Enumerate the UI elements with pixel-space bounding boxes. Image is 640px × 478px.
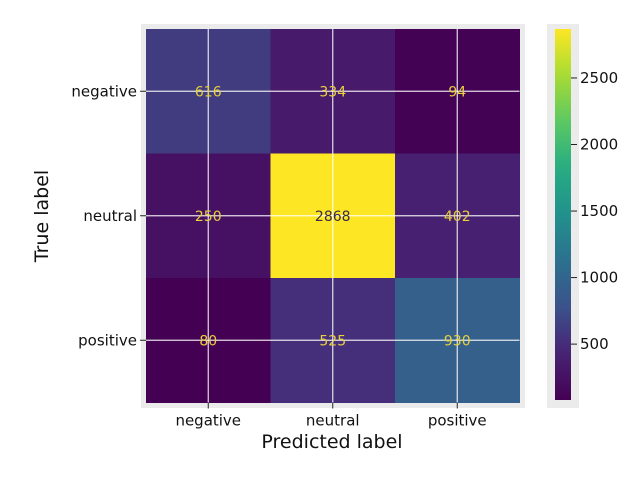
x-tick-label: negative [175,412,241,430]
x-tick-label: neutral [306,412,360,430]
y-axis-ticks: negative neutral positive [71,82,146,349]
cell-value-label: 616 [195,84,222,100]
cell-value-labels: 616 334 94 250 2868 402 80 525 930 [195,84,471,349]
grid-lines [146,29,520,403]
colorbar-tick-label: 1000 [580,269,618,287]
colorbar-tick-label: 2500 [580,69,618,87]
cell-value-label: 402 [444,209,471,225]
cell-value-label: 80 [199,333,217,349]
y-tick-label: positive [78,331,137,349]
cell-value-label: 930 [444,333,471,349]
x-tick-label: positive [428,412,487,430]
cell-value-label: 250 [195,209,222,225]
cell-value-label: 334 [319,84,346,100]
colorbar-tick-label: 500 [580,335,609,353]
cell-value-label: 2868 [315,209,351,225]
y-tick-label: neutral [83,207,137,225]
y-tick-label: negative [71,82,137,100]
cell-value-label: 525 [319,333,346,349]
x-axis-label: Predicted label [261,431,402,453]
colorbar [555,29,571,400]
colorbar-ticks: 500 1000 1500 2000 2500 [571,69,618,353]
y-axis-label: True label [31,170,53,263]
colorbar-tick-label: 2000 [580,136,618,154]
x-axis-ticks: negative neutral positive [175,402,487,430]
cell-value-label: 94 [448,84,466,100]
colorbar-tick-label: 1500 [580,202,618,220]
